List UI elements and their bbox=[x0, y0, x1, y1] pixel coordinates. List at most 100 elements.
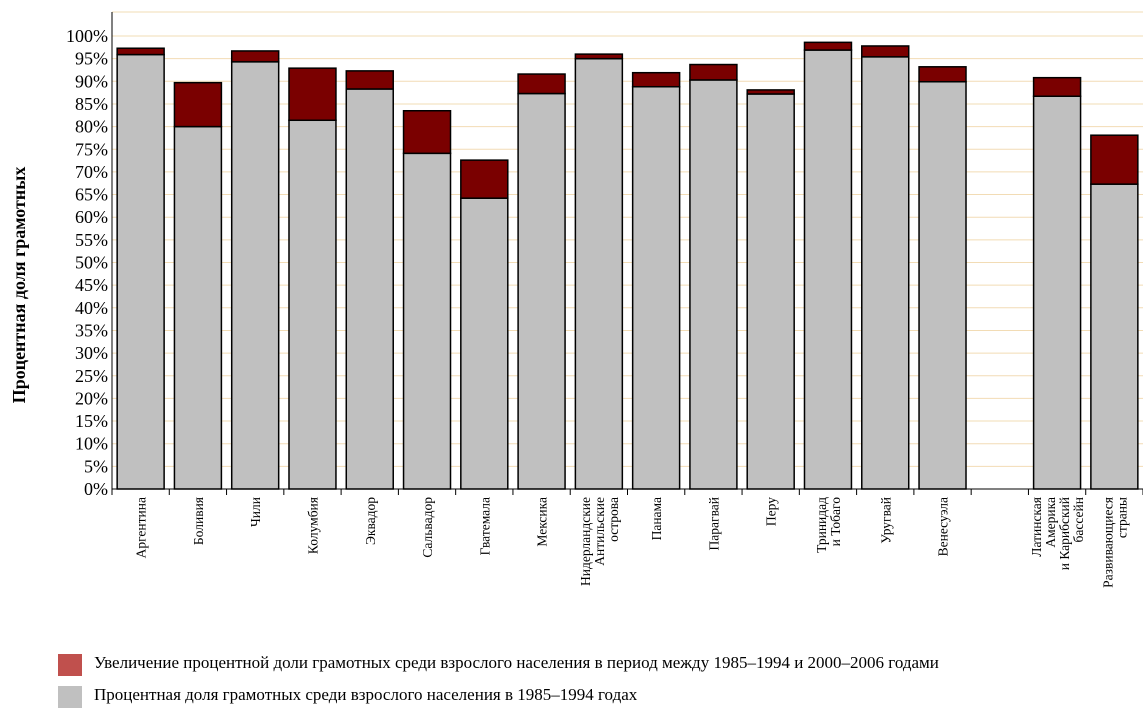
x-tick-label: Перу bbox=[764, 497, 779, 526]
x-tick-label-line: и Тобаго bbox=[828, 497, 843, 547]
y-tick-label: 70% bbox=[75, 162, 108, 182]
bars bbox=[116, 41, 1139, 490]
x-tick-label-line: острова bbox=[606, 497, 621, 542]
bar-increase bbox=[402, 109, 452, 155]
y-tick-label: 65% bbox=[75, 185, 108, 205]
axes bbox=[111, 12, 1143, 495]
bar-increase bbox=[345, 70, 394, 90]
x-tick-label: Колумбия bbox=[305, 497, 320, 554]
bar-base bbox=[230, 61, 280, 490]
bar-base bbox=[173, 125, 223, 490]
y-tick-label: 100% bbox=[66, 26, 108, 46]
x-tick-label-line: Панама bbox=[649, 497, 664, 540]
x-tick-label-line: Мексика bbox=[535, 497, 550, 547]
x-tick-label: Гватемала bbox=[477, 497, 492, 555]
bar-increase bbox=[173, 81, 223, 128]
bar-base bbox=[918, 81, 967, 490]
bar-increase bbox=[517, 73, 566, 95]
y-tick-label: 85% bbox=[75, 94, 108, 114]
y-tick-label: 75% bbox=[75, 139, 108, 159]
x-tick-label: Эквадор bbox=[363, 497, 378, 545]
x-tick-label: Мексика bbox=[535, 497, 550, 547]
y-tick-label: 60% bbox=[75, 207, 108, 227]
y-tick-label: 45% bbox=[75, 275, 108, 295]
bar-base bbox=[631, 85, 681, 490]
x-tick-label: Тринидад и Тобаго bbox=[814, 497, 843, 553]
bar-increase bbox=[861, 45, 910, 58]
bar-base bbox=[746, 93, 795, 490]
x-tick-label: Уругвай bbox=[878, 497, 893, 544]
x-tick-label-line: Америка bbox=[1043, 497, 1058, 548]
x-tick-label-line: страны bbox=[1114, 497, 1129, 538]
bar-increase bbox=[803, 41, 853, 51]
bar-increase bbox=[1032, 76, 1082, 97]
x-tick-label-line: и Карибский bbox=[1057, 497, 1072, 570]
bar-increase bbox=[574, 53, 624, 60]
bar-base bbox=[116, 53, 165, 490]
legend-swatch-base bbox=[58, 686, 82, 708]
legend-label-increase: Увеличение процентной доли грамотных сре… bbox=[94, 653, 939, 672]
x-tick-label: Чили bbox=[248, 497, 263, 527]
bar-base bbox=[460, 197, 509, 490]
x-tick-label-line: Развивающиеся bbox=[1100, 497, 1115, 588]
gridlines bbox=[112, 11, 1143, 467]
bar-increase bbox=[746, 89, 795, 95]
y-tick-label: 10% bbox=[75, 434, 108, 454]
legend-swatch-increase bbox=[58, 654, 82, 676]
x-tick-label: Венесуэла bbox=[936, 497, 951, 556]
x-tick-label-line: бассейн bbox=[1071, 497, 1086, 542]
bar-increase bbox=[116, 47, 165, 56]
bar-increase bbox=[631, 71, 681, 88]
x-tick-label-line: Сальвадор bbox=[420, 497, 435, 558]
x-tick-label: Сальвадор bbox=[420, 497, 435, 558]
x-tick-label-line: Боливия bbox=[191, 497, 206, 545]
x-tick-label: Нидерландские Антильские острова bbox=[578, 497, 621, 586]
x-tick-label-line: Тринидад bbox=[814, 497, 829, 553]
x-tick-label-line: Парагвай bbox=[706, 497, 721, 550]
y-tick-label: 40% bbox=[75, 298, 108, 318]
x-tick-label-line: Нидерландские bbox=[578, 497, 593, 586]
y-tick-label: 55% bbox=[75, 230, 108, 250]
x-tick-label: Аргентина bbox=[134, 497, 149, 558]
x-tick-label-line: Уругвай bbox=[878, 497, 893, 544]
bar-increase bbox=[689, 63, 738, 81]
bar-increase bbox=[918, 66, 967, 83]
bar-increase bbox=[460, 159, 509, 199]
y-tick-label: 90% bbox=[75, 71, 108, 91]
x-tick-label-line: Чили bbox=[248, 497, 263, 527]
y-tick-label: 95% bbox=[75, 49, 108, 69]
y-tick-labels: 0% 5%10% 15% 20%25% 30% 35%40% 45%50% 55% 60%65%… bbox=[66, 26, 108, 499]
x-tick-label: Развивающиеся страны bbox=[1100, 497, 1129, 588]
x-tick-label: Парагвай bbox=[706, 497, 721, 550]
bar-base bbox=[1090, 183, 1139, 490]
y-tick-label: 35% bbox=[75, 320, 108, 340]
bar-base bbox=[861, 56, 910, 490]
y-tick-label: 50% bbox=[75, 253, 108, 273]
y-tick-label: 25% bbox=[75, 366, 108, 386]
bar-increase bbox=[230, 50, 280, 63]
y-tick-label: 20% bbox=[75, 388, 108, 408]
y-tick-label: 0% bbox=[84, 479, 108, 499]
x-tick-label-line: Аргентина bbox=[134, 497, 149, 558]
y-axis-label: Процентная доля грамотных bbox=[9, 167, 29, 404]
x-tick-label: Латинская Америка и Карибский бассейн bbox=[1029, 497, 1086, 570]
bar-base bbox=[689, 79, 738, 490]
x-tick-labels: Аргентина Боливия Чили Колумбия Эквадор Сальв… bbox=[134, 497, 1130, 588]
bar-increase bbox=[288, 67, 337, 122]
bar-base bbox=[803, 49, 853, 490]
x-tick-label-line: Гватемала bbox=[477, 497, 492, 555]
y-tick-label: 5% bbox=[84, 456, 108, 476]
bar-base bbox=[517, 92, 566, 490]
legend-label-base: Процентная доля грамотных среди взрослог… bbox=[94, 685, 638, 704]
bar-base bbox=[402, 152, 452, 490]
chart-svg: 0% 5%10% 15% 20%25% 30% 35%40% 45%50% 55% 60%65%… bbox=[9, 11, 1143, 588]
x-tick-label-line: Эквадор bbox=[363, 497, 378, 545]
y-tick-label: 15% bbox=[75, 411, 108, 431]
x-tick-label-line: Перу bbox=[764, 497, 779, 526]
x-tick-label-line: Колумбия bbox=[305, 497, 320, 554]
bar-base bbox=[288, 119, 337, 490]
bar-base bbox=[345, 88, 394, 490]
bar-base bbox=[1032, 95, 1082, 490]
x-tick-label-line: Латинская bbox=[1029, 497, 1044, 557]
